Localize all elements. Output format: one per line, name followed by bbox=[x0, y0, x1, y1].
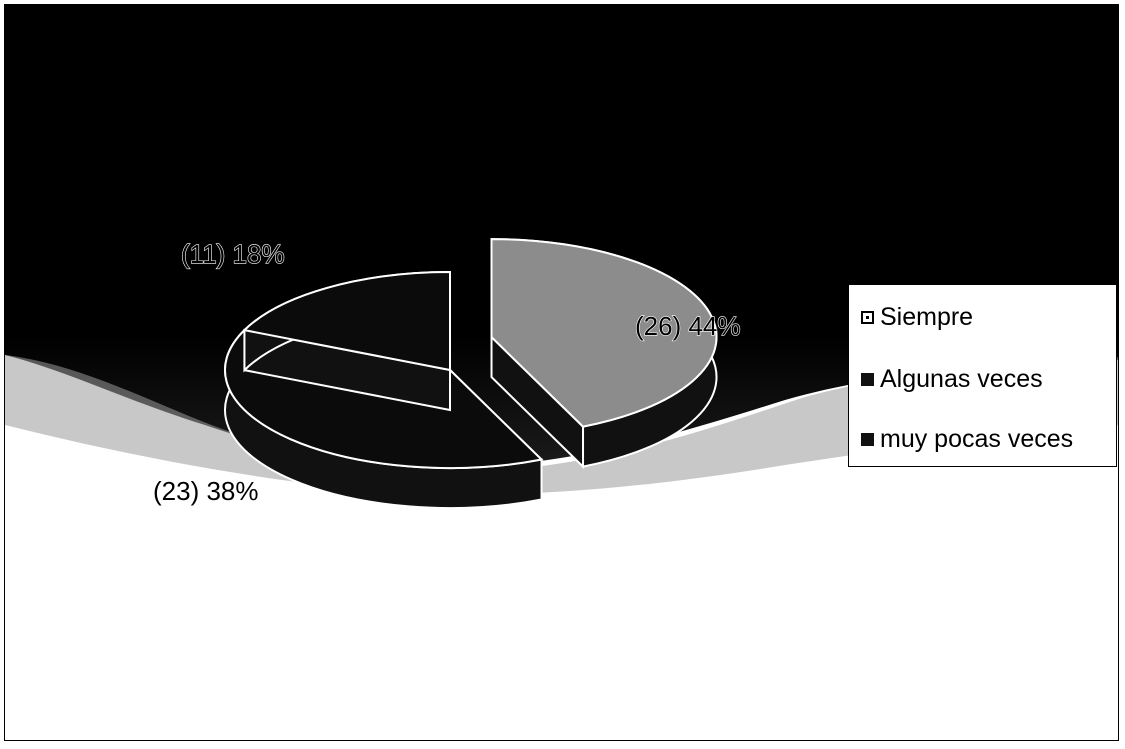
pie-slice-siempre bbox=[490, 238, 718, 428]
legend-label-siempre: Siempre bbox=[880, 303, 974, 331]
chart-frame: (26) 44% (23) 38% (11) 18% Siempre Algun… bbox=[4, 4, 1119, 741]
legend-label-muy-pocas-veces: muy pocas veces bbox=[880, 425, 1074, 453]
pie-slice-muy-pocas-veces bbox=[242, 270, 451, 372]
legend-item-algunas-veces: Algunas veces bbox=[861, 365, 1043, 394]
data-label-siempre: (26) 44% bbox=[635, 311, 741, 341]
legend-label-algunas-veces: Algunas veces bbox=[880, 365, 1043, 393]
legend-swatch-muy-pocas-veces bbox=[861, 433, 874, 446]
legend-item-siempre: Siempre bbox=[861, 303, 973, 332]
legend-item-muy-pocas-veces: muy pocas veces bbox=[861, 425, 1073, 454]
legend-swatch-siempre bbox=[861, 311, 874, 324]
chart-legend: Siempre Algunas veces muy pocas veces bbox=[848, 284, 1117, 467]
legend-swatch-algunas-veces bbox=[861, 373, 874, 386]
data-label-muy-pocas-veces: (11) 18% bbox=[181, 239, 285, 269]
pie-slices bbox=[224, 238, 718, 509]
data-label-algunas-veces: (23) 38% bbox=[153, 476, 259, 506]
